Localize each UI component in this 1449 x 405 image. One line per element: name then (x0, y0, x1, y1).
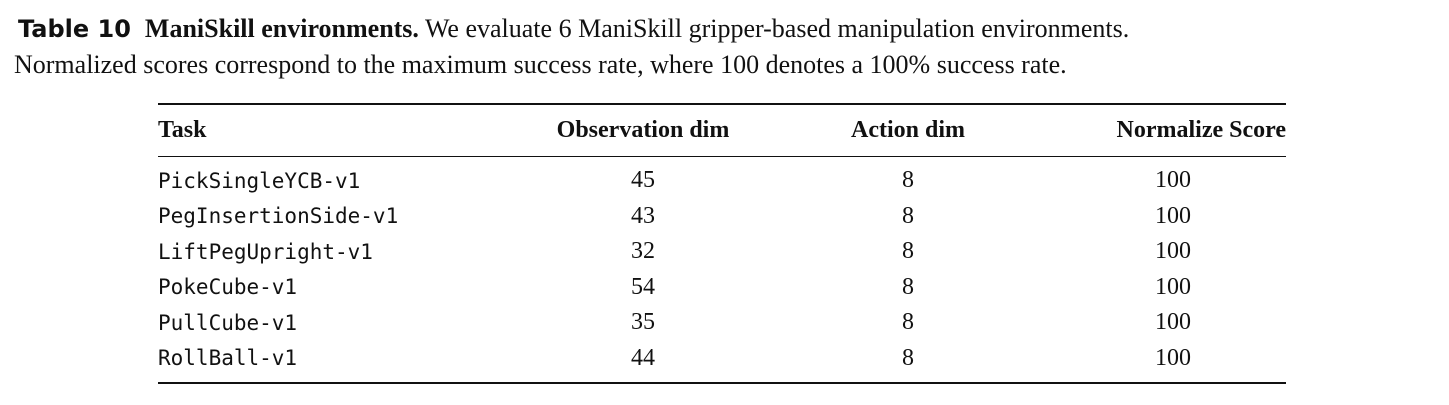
table-cell: 54 (631, 273, 655, 300)
table-cell: 45 (631, 167, 655, 194)
table-cell: 35 (631, 309, 655, 336)
caption-line: Table 10 ManiSkill environments. We evalu… (18, 14, 1129, 44)
caption-text: We evaluate 6 ManiSkill gripper-based ma… (424, 14, 1130, 43)
table-row: RollBall-v1 44 8 100 (158, 341, 1286, 384)
table-cell: 8 (902, 167, 914, 194)
caption-line: Normalized scores correspond to the maxi… (14, 50, 1067, 80)
table-row: PegInsertionSide-v1 43 8 100 (158, 199, 1286, 235)
caption-label: Table 10 (18, 15, 131, 43)
column-header: Normalize Score (1060, 104, 1286, 157)
table-cell: PullCube-v1 (158, 310, 298, 335)
data-table: Task Observation dim Action dim Normalize S… (158, 103, 1286, 384)
table-cell: PokeCube-v1 (158, 275, 298, 300)
caption-title: ManiSkill environments. (144, 14, 419, 43)
table-cell: LiftPegUpright-v1 (158, 239, 373, 264)
column-header: Action dim (756, 104, 1060, 157)
table-cell: 32 (631, 238, 655, 265)
table-row: PickSingleYCB-v1 45 8 100 (158, 157, 1286, 199)
table-cell: 8 (902, 344, 914, 371)
table-cell: 100 (1155, 238, 1191, 265)
table-cell: 8 (902, 202, 914, 229)
table-cell: 100 (1155, 309, 1191, 336)
header-row: Task Observation dim Action dim Normalize S… (158, 104, 1286, 157)
table-row: PullCube-v1 35 8 100 (158, 305, 1286, 341)
table-row: PokeCube-v1 54 8 100 (158, 270, 1286, 306)
table-cell: 100 (1155, 202, 1191, 229)
table-cell: 100 (1155, 344, 1191, 371)
table-cell: 8 (902, 309, 914, 336)
table-cell: 100 (1155, 167, 1191, 194)
column-header: Observation dim (530, 104, 756, 157)
table-cell: PickSingleYCB-v1 (158, 168, 361, 193)
table-cell: RollBall-v1 (158, 346, 298, 371)
table-cell: 8 (902, 273, 914, 300)
table-cell: 8 (902, 238, 914, 265)
column-header: Task (158, 104, 530, 157)
table-cell: 43 (631, 202, 655, 229)
table-cell: 44 (631, 344, 655, 371)
caption-text: Normalized scores correspond to the maxi… (14, 50, 1067, 79)
table-cell: PegInsertionSide-v1 (158, 204, 399, 229)
table-row: LiftPegUpright-v1 32 8 100 (158, 234, 1286, 270)
table-cell: 100 (1155, 273, 1191, 300)
